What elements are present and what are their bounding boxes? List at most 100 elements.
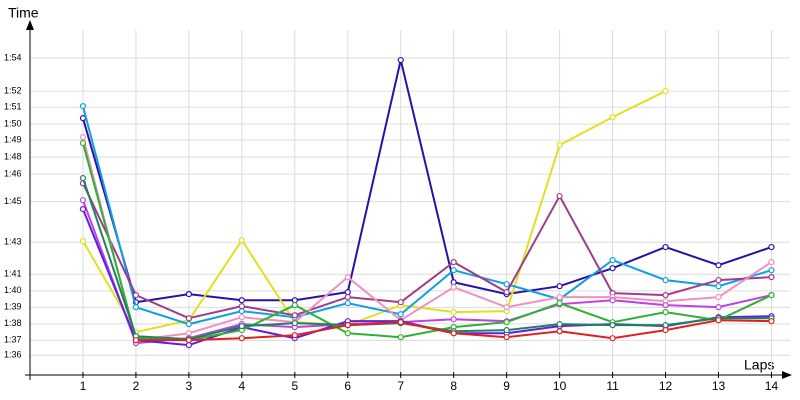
point (238, 303, 245, 310)
point (397, 311, 404, 318)
point (185, 330, 192, 337)
point (291, 302, 298, 309)
point (397, 334, 404, 341)
y-tick-label: 1:49 (4, 134, 22, 144)
point (397, 56, 404, 64)
point (344, 322, 351, 329)
point (450, 316, 457, 323)
point (503, 327, 510, 334)
point (344, 330, 351, 337)
y-tick-label: 1:39 (4, 302, 22, 312)
point (662, 322, 669, 329)
point (715, 283, 722, 290)
y-tick-label: 1:46 (4, 168, 22, 178)
point (185, 291, 192, 298)
series-line (81, 105, 772, 326)
x-tick-label: 3 (186, 379, 193, 393)
y-tick-label: 1:48 (4, 151, 22, 161)
point (503, 289, 510, 296)
point (344, 293, 351, 301)
point (556, 328, 563, 335)
point (609, 257, 616, 264)
point (79, 139, 87, 147)
series-line (81, 136, 773, 342)
point (238, 314, 245, 321)
point (662, 327, 669, 334)
point (503, 319, 510, 326)
point (132, 292, 140, 299)
y-tick-label: 1:40 (4, 285, 22, 295)
point (503, 334, 510, 341)
x-tick-label: 8 (450, 379, 457, 393)
point (79, 134, 87, 141)
x-tick-label: 9 (503, 379, 510, 393)
point (768, 274, 775, 281)
point (450, 284, 457, 291)
point (79, 174, 87, 182)
y-axis-arrow (26, 20, 34, 30)
x-tick-label: 10 (553, 379, 567, 393)
point (503, 304, 510, 311)
y-tick-label: 1:38 (4, 318, 22, 328)
x-tick-label: 14 (765, 379, 779, 393)
point (662, 309, 669, 316)
point (132, 337, 140, 344)
point (609, 297, 616, 304)
x-axis-arrow (782, 371, 792, 379)
point (715, 304, 722, 311)
point (238, 237, 245, 244)
point (344, 289, 351, 296)
y-tick-label: 1:41 (4, 269, 22, 279)
point (556, 141, 563, 149)
point (291, 312, 298, 319)
point (291, 332, 298, 339)
series-line (82, 59, 772, 304)
point (450, 279, 457, 286)
point (609, 322, 616, 329)
point (556, 321, 563, 328)
y-tick-label: 1:37 (4, 335, 22, 345)
series-line (82, 182, 772, 320)
point (768, 292, 775, 299)
point (503, 281, 510, 288)
point (609, 114, 616, 121)
x-tick-label: 13 (712, 379, 726, 393)
point (238, 308, 245, 315)
point (556, 293, 563, 301)
point (79, 238, 87, 245)
point (662, 302, 669, 309)
x-tick-label: 6 (344, 379, 351, 393)
point (185, 342, 192, 349)
series-line (81, 142, 772, 342)
point (238, 297, 245, 304)
point (768, 267, 775, 274)
point (185, 321, 192, 328)
x-tick-label: 2 (133, 379, 140, 393)
point (291, 297, 298, 304)
y-tick-label: 1:51 (4, 101, 22, 111)
point (185, 315, 192, 322)
point (556, 192, 563, 200)
x-tick-label: 1 (80, 379, 87, 393)
point (662, 292, 669, 299)
point (397, 299, 404, 306)
point (450, 267, 457, 274)
point (450, 309, 457, 316)
point (291, 320, 298, 327)
point (238, 323, 245, 330)
y-axis-label: Time (8, 5, 39, 21)
x-tick-label: 7 (397, 379, 404, 393)
point (397, 319, 404, 326)
point (768, 318, 775, 325)
y-tick-label: 1:45 (4, 196, 22, 206)
point (609, 335, 616, 342)
point (450, 330, 457, 337)
point (715, 317, 722, 324)
point (79, 197, 87, 204)
point (662, 276, 669, 284)
point (344, 300, 351, 307)
point (79, 102, 87, 110)
series-line (82, 199, 772, 345)
point (185, 337, 192, 344)
